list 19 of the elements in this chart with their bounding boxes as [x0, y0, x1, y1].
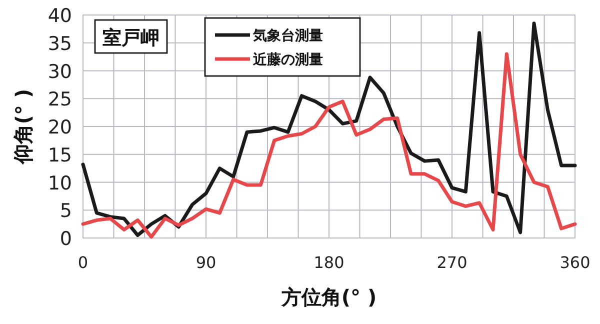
x-tick-label: 0 [78, 253, 88, 272]
y-tick-label: 20 [48, 116, 72, 138]
y-tick-label: 10 [48, 172, 72, 194]
y-tick-label: 15 [48, 144, 72, 166]
y-tick-label: 35 [48, 32, 72, 55]
x-tick-label: 360 [560, 253, 590, 272]
x-tick-label: 180 [314, 253, 344, 272]
y-tick-label: 40 [48, 5, 72, 27]
y-tick-label: 5 [60, 200, 72, 222]
y-tick-label: 25 [48, 88, 72, 111]
x-axis-title: 方位角(° ) [280, 285, 377, 309]
y-tick-label: 30 [48, 60, 72, 83]
x-tick-label: 270 [436, 253, 468, 272]
y-tick-label: 0 [60, 228, 72, 250]
y-axis-title: 仰角(° ) [11, 88, 35, 166]
legend-label: 気象台測量 [252, 28, 323, 44]
annotation: 室戸岬 [102, 27, 160, 49]
legend-label: 近藤の測量 [252, 51, 323, 68]
x-tick-label: 90 [196, 253, 216, 272]
